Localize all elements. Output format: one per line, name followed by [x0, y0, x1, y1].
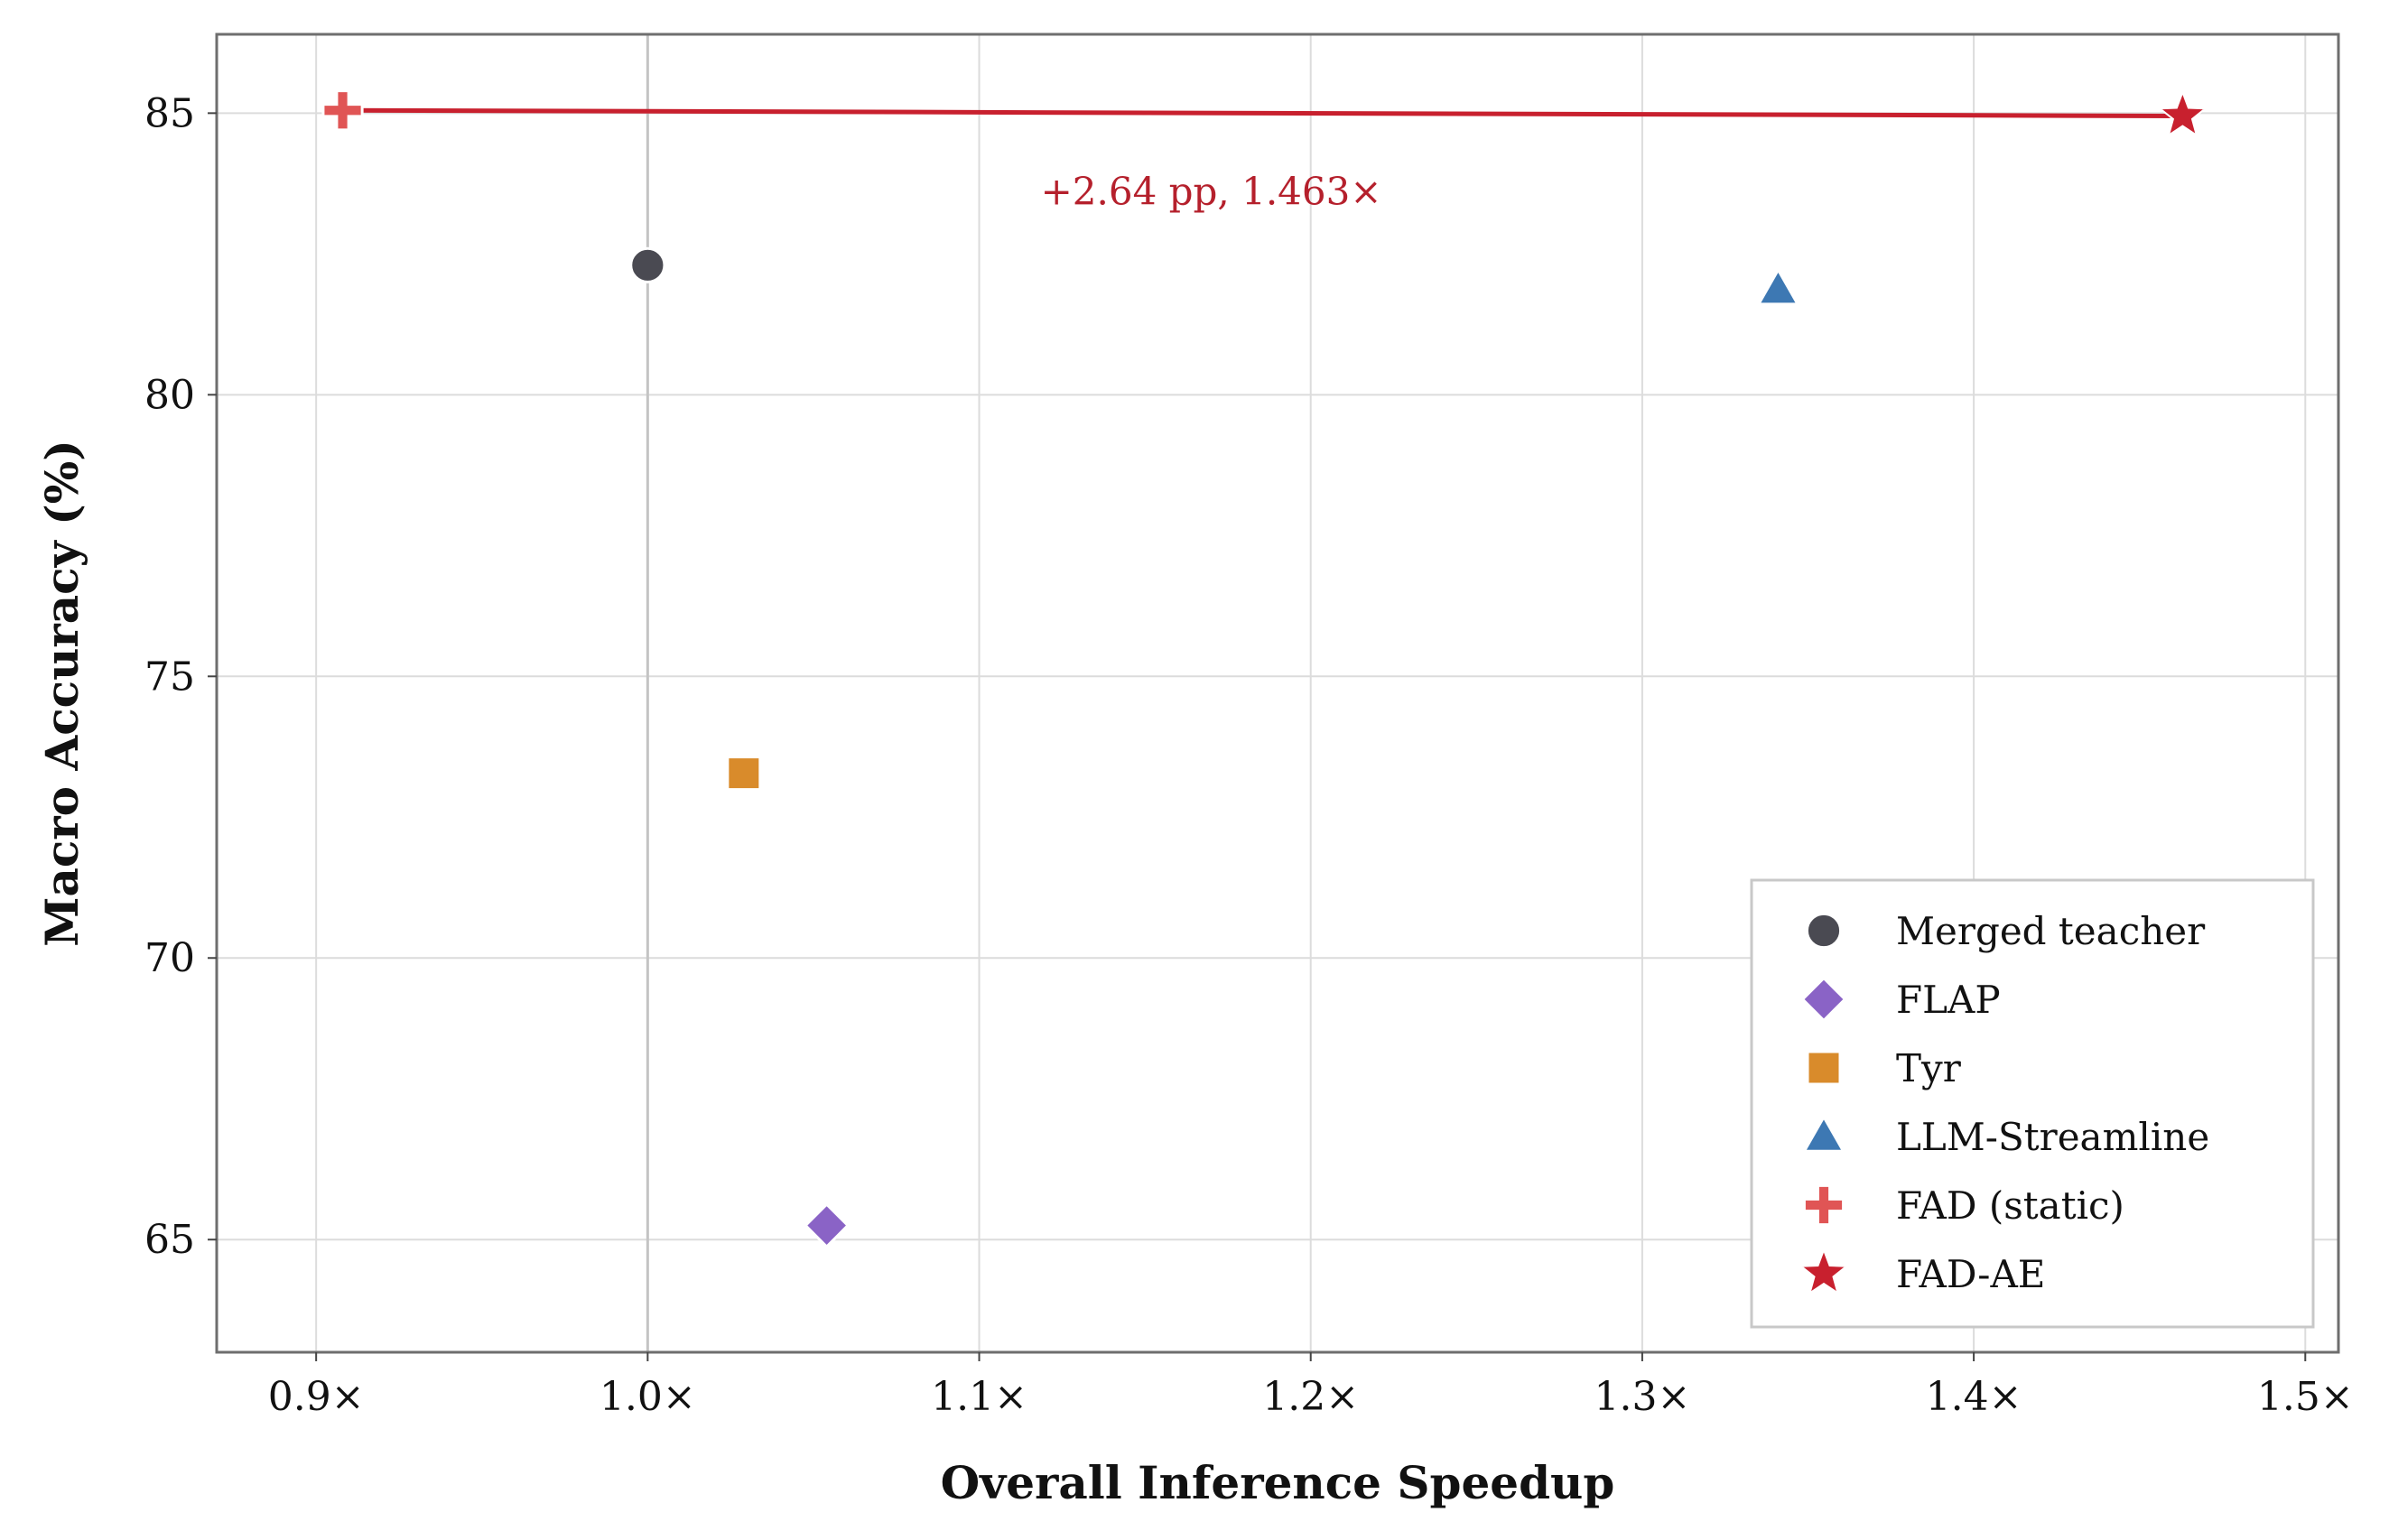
legend-label-merged-teacher: Merged teacher	[1896, 909, 2206, 953]
y-tick-label: 80	[144, 372, 195, 418]
plot-frame	[215, 32, 2340, 1354]
connector-layer	[342, 107, 2183, 118]
annotations: +2.64 pp, 1.463×	[1041, 170, 1382, 214]
legend-label-tyr: Tyr	[1896, 1046, 1962, 1090]
legend: Merged teacher FLAP Tyr LLM-Streamline FAD (…	[1750, 878, 2315, 1329]
legend-marker-fad-static	[1802, 1183, 1845, 1227]
x-axis-label: Overall Inference Speedup	[941, 1456, 1615, 1509]
legend-label-fad-ae: FAD-AE	[1896, 1252, 2045, 1296]
legend-marker-flap	[1800, 976, 1847, 1023]
legend-marker-fad-ae	[1799, 1247, 1849, 1295]
point-tyr	[726, 756, 762, 792]
fad-connector-line	[342, 107, 2183, 118]
x-tick-label: 0.9×	[268, 1374, 365, 1420]
x-tick-label: 1.2×	[1262, 1374, 1359, 1420]
x-tick-label: 1.5×	[2257, 1374, 2354, 1420]
legend-label-flap: FLAP	[1896, 978, 2001, 1022]
y-tick-label: 85	[144, 90, 195, 136]
legend-marker-merged-teacher	[1805, 912, 1843, 950]
x-tick-label: 1.0×	[600, 1374, 696, 1420]
point-llm-streamline	[1756, 267, 1800, 306]
legend-box	[1750, 878, 2315, 1329]
legend-label-fad-static: FAD (static)	[1896, 1183, 2124, 1228]
x-tick-label: 1.3×	[1594, 1374, 1690, 1420]
y-tick-label: 65	[144, 1217, 195, 1263]
point-fad-static	[321, 89, 364, 132]
x-tick-label: 1.4×	[1926, 1374, 2022, 1420]
x-tick-label: 1.1×	[931, 1374, 1027, 1420]
y-tick-label: 70	[144, 935, 195, 981]
legend-marker-tyr	[1806, 1050, 1842, 1086]
axis-ticks: 0.9× 1.0× 1.1× 1.2× 1.3× 1.4× 1.5× 65 70 75 80 85	[144, 90, 2354, 1420]
point-fad-ae	[2157, 89, 2208, 138]
delta-annotation: +2.64 pp, 1.463×	[1041, 170, 1382, 214]
y-tick-label: 75	[144, 654, 195, 700]
point-merged-teacher	[629, 246, 666, 283]
data-markers	[321, 89, 2208, 1249]
point-flap	[804, 1202, 851, 1249]
legend-label-llm-streamline: LLM-Streamline	[1896, 1115, 2209, 1159]
y-axis-label: Macro Accuracy (%)	[35, 440, 88, 947]
legend-marker-llm-streamline	[1801, 1114, 1846, 1153]
